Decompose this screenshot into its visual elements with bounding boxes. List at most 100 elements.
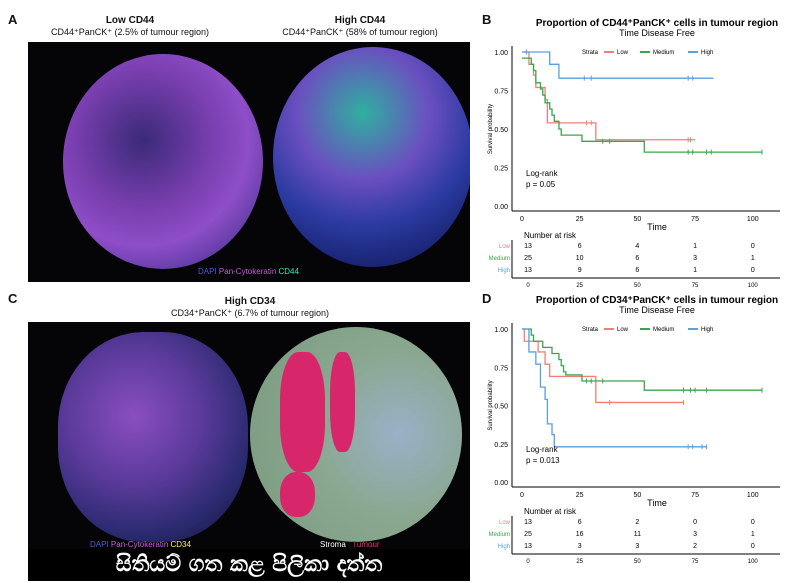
- risk-time-tick: 25: [576, 559, 583, 565]
- risk-row-label-high: High: [498, 544, 510, 550]
- x-tick-label: 100: [747, 492, 759, 499]
- x-tick-label: 50: [633, 216, 641, 223]
- risk-count: 2: [635, 519, 639, 526]
- low-cd44-subtitle: CD44⁺PanCK⁺ (2.5% of tumour region): [50, 27, 210, 37]
- risk-row-label-high: High: [498, 268, 510, 274]
- risk-count: 1: [693, 267, 697, 274]
- legend-cd44: CD44: [278, 267, 299, 276]
- y-axis-label: Survival probability: [488, 104, 494, 154]
- risk-count: 25: [524, 255, 532, 262]
- y-tick-label: 0.50: [494, 404, 508, 411]
- risk-count: 3: [693, 255, 697, 262]
- low-cd44-tissue-core: [63, 54, 263, 269]
- risk-count: 0: [751, 243, 755, 250]
- x-tick-label: 50: [633, 492, 641, 499]
- chart-title: Proportion of CD44⁺PanCK⁺ cells in tumou…: [536, 18, 778, 29]
- panel-a-label: A: [8, 12, 18, 27]
- risk-count: 10: [576, 255, 584, 262]
- cd34-tissue-core: [58, 332, 248, 542]
- cd44-channel-legend: DAPI Pan-Cytokeratin CD44: [198, 267, 299, 276]
- panel-c-label: C: [8, 291, 18, 306]
- risk-count: 3: [578, 543, 582, 550]
- risk-time-tick: 0: [526, 559, 530, 565]
- risk-count: 0: [693, 519, 697, 526]
- tumour-region: [280, 352, 325, 472]
- risk-count: 25: [524, 531, 532, 538]
- risk-count: 1: [751, 255, 755, 262]
- risk-row-label-medium: Medium: [489, 256, 510, 262]
- risk-count: 9: [578, 267, 582, 274]
- log-rank-label: Log-rank: [526, 169, 559, 178]
- sinhala-caption: සිතියම් ගත කළ පිලිකා දත්ත: [28, 549, 470, 581]
- risk-count: 6: [578, 519, 582, 526]
- risk-count: 6: [635, 267, 639, 274]
- legend-label-medium: Medium: [653, 327, 674, 333]
- legend-dapi: DAPI: [198, 267, 217, 276]
- legend-label-high: High: [701, 50, 713, 56]
- risk-count: 13: [524, 543, 532, 550]
- low-cd44-title: Low CD44: [105, 15, 155, 26]
- stroma-tumour-segmentation: [250, 327, 462, 542]
- legend-label-low: Low: [617, 327, 629, 333]
- chart-subtitle: Time Disease Free: [619, 305, 695, 315]
- x-tick-label: 25: [576, 216, 584, 223]
- legend-dapi: DAPI: [90, 540, 109, 549]
- high-cd44-tissue-core: [273, 47, 470, 267]
- y-tick-label: 0.00: [494, 204, 508, 211]
- km-curve-high: [522, 328, 707, 448]
- tumour-region: [330, 352, 355, 452]
- risk-count: 0: [751, 267, 755, 274]
- legend-cd34: CD34: [170, 540, 191, 549]
- risk-count: 11: [634, 531, 641, 538]
- y-tick-label: 0.25: [494, 442, 508, 449]
- x-axis-label: Time: [647, 222, 667, 232]
- high-cd34-subtitle: CD34⁺PanCK⁺ (6.7% of tumour region): [170, 308, 330, 318]
- km-curve-low: [522, 51, 696, 141]
- legend-tumour: Tumour: [352, 540, 380, 549]
- segmentation-legend: Stroma Tumour: [320, 540, 380, 549]
- y-tick-label: 0.75: [494, 365, 508, 372]
- risk-count: 3: [693, 531, 697, 538]
- risk-count: 6: [635, 255, 639, 262]
- x-tick-label: 75: [691, 492, 699, 499]
- y-tick-label: 0.25: [494, 166, 508, 173]
- risk-time-tick: 100: [748, 283, 759, 289]
- risk-count: 0: [751, 519, 755, 526]
- risk-row-label-low: Low: [499, 244, 511, 250]
- cd34-microscopy-image: DAPI Pan-Cytokeratin CD34 Stroma Tumour: [28, 322, 470, 550]
- high-cd44-title: High CD44: [334, 15, 386, 26]
- legend-pan-cytokeratin: Pan-Cytokeratin: [110, 540, 169, 549]
- risk-count: 13: [524, 519, 532, 526]
- risk-time-tick: 50: [634, 283, 641, 289]
- legend-stroma: Stroma: [320, 540, 346, 549]
- km-curve-medium: [522, 328, 762, 391]
- risk-table-title: Number at risk: [524, 231, 577, 240]
- log-rank-label: Log-rank: [526, 445, 559, 454]
- risk-count: 13: [524, 267, 532, 274]
- x-tick-label: 25: [576, 492, 584, 499]
- tumour-region: [280, 472, 315, 517]
- p-value: p = 0.013: [526, 456, 560, 465]
- risk-count: 4: [635, 243, 639, 250]
- km-curve-medium: [522, 57, 762, 153]
- risk-time-tick: 25: [576, 283, 583, 289]
- x-axis-label: Time: [647, 498, 667, 508]
- km-curve-low: [522, 328, 684, 404]
- risk-row-label-medium: Medium: [489, 532, 510, 538]
- risk-time-tick: 100: [748, 559, 759, 565]
- high-cd44-subtitle: CD44⁺PanCK⁺ (58% of tumour region): [282, 27, 438, 37]
- legend-title: Strata: [582, 50, 599, 56]
- risk-row-label-low: Low: [499, 520, 511, 526]
- y-tick-label: 0.00: [494, 480, 508, 487]
- risk-count: 3: [635, 543, 639, 550]
- chart-title: Proportion of CD34⁺PanCK⁺ cells in tumou…: [536, 295, 778, 306]
- y-tick-label: 0.75: [494, 89, 508, 96]
- risk-count: 13: [524, 243, 532, 250]
- cd44-microscopy-image: DAPI Pan-Cytokeratin CD44: [28, 42, 470, 282]
- y-axis-label: Survival probability: [488, 380, 494, 430]
- risk-time-tick: 75: [692, 559, 699, 565]
- x-tick-label: 0: [520, 216, 524, 223]
- chart-subtitle: Time Disease Free: [619, 28, 695, 38]
- y-tick-label: 1.00: [494, 327, 508, 334]
- km-plot-cd34: Proportion of CD34⁺PanCK⁺ cells in tumou…: [488, 295, 780, 565]
